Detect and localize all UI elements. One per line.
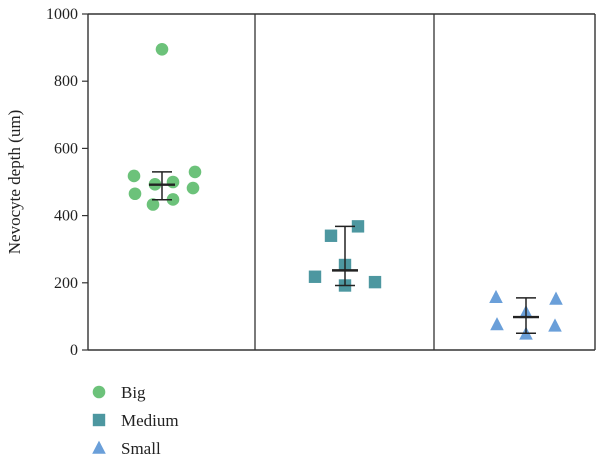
legend-label-small: Small bbox=[121, 439, 161, 458]
legend-label-medium: Medium bbox=[121, 411, 179, 430]
y-tick-label-1000: 1000 bbox=[46, 6, 78, 23]
y-tick-label-0: 0 bbox=[70, 342, 78, 359]
data-point-small-5 bbox=[548, 318, 562, 332]
data-point-big-2 bbox=[188, 165, 202, 179]
legend-marker-small bbox=[92, 440, 106, 454]
y-tick-label-400: 400 bbox=[54, 208, 78, 225]
data-point-small-4 bbox=[490, 317, 504, 331]
data-point-medium-5 bbox=[368, 275, 382, 289]
legend: Big Medium Small bbox=[92, 383, 179, 458]
data-layer bbox=[127, 42, 563, 340]
legend-marker-big bbox=[92, 385, 106, 399]
plot-frame bbox=[87, 13, 596, 351]
data-point-medium-2 bbox=[324, 229, 338, 242]
y-tick-label-200: 200 bbox=[54, 275, 78, 292]
data-point-medium-1 bbox=[351, 220, 365, 233]
y-tick-label-600: 600 bbox=[54, 140, 78, 157]
data-point-small-2 bbox=[549, 291, 563, 305]
y-axis: 0 200 400 600 800 1000 bbox=[46, 6, 88, 359]
data-point-big-7 bbox=[128, 187, 142, 201]
y-tick-label-800: 800 bbox=[54, 73, 78, 90]
data-point-big-9 bbox=[146, 198, 160, 211]
data-point-big-4 bbox=[166, 175, 180, 189]
data-point-big-3 bbox=[127, 169, 141, 183]
data-point-small-1 bbox=[489, 289, 503, 304]
data-point-medium-4 bbox=[308, 270, 322, 283]
data-point-big-6 bbox=[186, 181, 200, 195]
data-point-big-8 bbox=[166, 193, 180, 206]
y-axis-title: Nevocyte depth (um) bbox=[5, 110, 24, 254]
series-medium bbox=[308, 220, 382, 292]
legend-label-big: Big bbox=[121, 383, 146, 402]
legend-marker-medium bbox=[92, 413, 106, 427]
series-big bbox=[127, 42, 202, 211]
data-point-big-1 bbox=[155, 42, 169, 56]
series-small bbox=[489, 289, 563, 340]
